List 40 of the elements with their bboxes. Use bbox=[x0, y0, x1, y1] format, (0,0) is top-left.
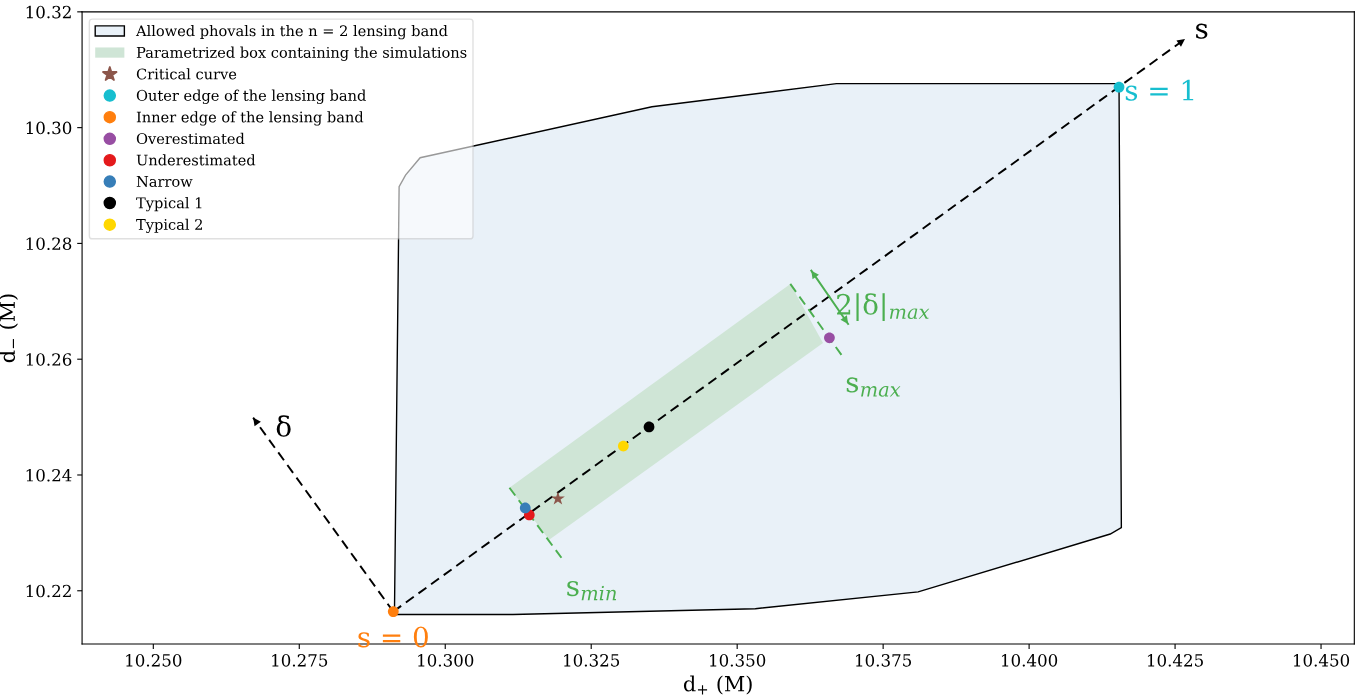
point bbox=[617, 440, 629, 452]
legend-label: Typical 2 bbox=[136, 218, 203, 233]
x-tick-label: 10.375 bbox=[856, 654, 912, 667]
x-tick-label: 10.250 bbox=[126, 654, 182, 667]
legend-label: Allowed phovals in the n = 2 lensing band bbox=[135, 24, 448, 40]
point bbox=[643, 421, 655, 433]
x-tick-label: 10.350 bbox=[710, 654, 766, 667]
point bbox=[551, 491, 565, 505]
point bbox=[824, 332, 835, 344]
annotation: s$_{min}$ bbox=[567, 580, 617, 601]
annotation: 2|δ|$_{max}$ bbox=[837, 293, 930, 321]
y-tick-label: 10.28 bbox=[26, 237, 72, 250]
y-tick-label: 10.26 bbox=[26, 353, 72, 366]
legend-label: Underestimated bbox=[136, 154, 256, 166]
legend-label: Outer edge of the lensing band bbox=[136, 89, 366, 104]
legend-label: Critical curve bbox=[136, 68, 237, 80]
x-tick-label: 10.400 bbox=[1001, 654, 1058, 667]
y-tick-label: 10.22 bbox=[26, 584, 71, 598]
annotation: s = 0 bbox=[358, 626, 428, 648]
point bbox=[519, 502, 531, 514]
legend-label: Parametrized box containing the simulations bbox=[136, 46, 467, 61]
x-tick-label: 10.275 bbox=[272, 654, 328, 667]
legend-label: Inner edge of the lensing band bbox=[136, 111, 364, 126]
point bbox=[1113, 81, 1125, 93]
x-axis-title: d$_{+}$ (M) bbox=[683, 675, 752, 695]
legend-label: Narrow bbox=[136, 176, 193, 187]
y-tick-label: 10.30 bbox=[26, 121, 72, 135]
legend-label: Overestimated bbox=[136, 132, 245, 145]
x-tick-label: 10.450 bbox=[1293, 654, 1350, 667]
y-tick-label: 10.24 bbox=[26, 468, 72, 482]
x-tick-label: 10.425 bbox=[1147, 654, 1203, 667]
point bbox=[387, 606, 399, 617]
annotation: s = 1 bbox=[1125, 79, 1194, 101]
x-tick-label: 10.325 bbox=[564, 654, 620, 667]
x-tick-label: 10.300 bbox=[418, 654, 474, 667]
y-tick-label: 10.32 bbox=[26, 5, 71, 19]
annotation: s bbox=[1196, 23, 1208, 39]
annotation: δ bbox=[276, 415, 291, 437]
annotation: s$_{max}$ bbox=[846, 377, 901, 397]
legend-label: Typical 1 bbox=[136, 197, 202, 212]
